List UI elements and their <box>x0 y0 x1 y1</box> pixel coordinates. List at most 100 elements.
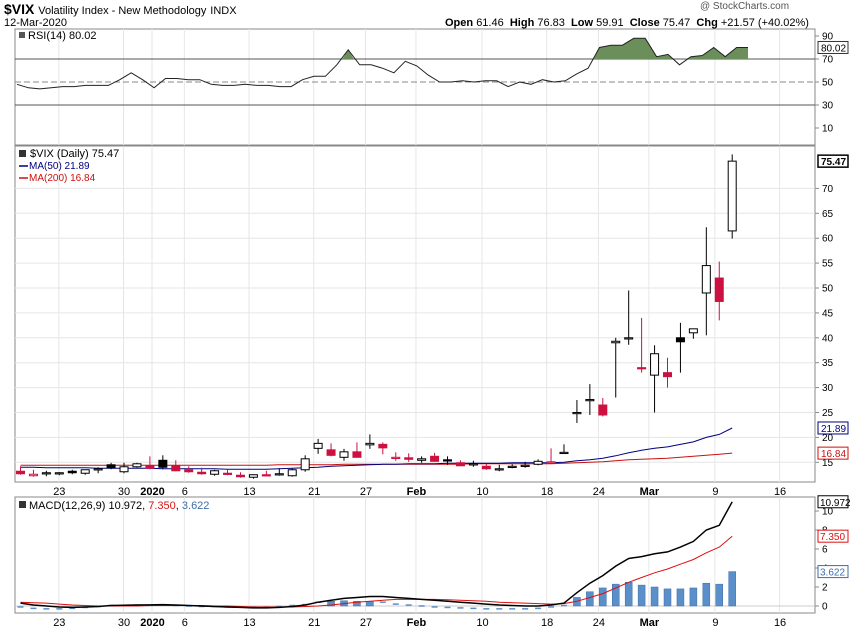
candle-body-40 <box>533 460 543 465</box>
candle-body-53 <box>701 265 711 294</box>
xaxis2-label-8: Feb <box>407 617 427 629</box>
candle-body-2 <box>41 472 51 475</box>
macd-hist-bar-55 <box>728 571 736 607</box>
candle-body-30 <box>404 457 414 460</box>
price-ytick-label-65: 65 <box>822 209 834 220</box>
symbol-name: Volatility Index - New Methodology <box>38 5 207 17</box>
rsi-ytick-label-90: 90 <box>822 32 834 43</box>
candle-body-18 <box>248 474 258 478</box>
rsi-ytick-label-30: 30 <box>822 101 834 112</box>
candle-body-55 <box>727 160 737 232</box>
candle-body-7 <box>106 464 116 469</box>
rsi-ytick-label-10: 10 <box>822 124 834 135</box>
macd-hist-bar-49 <box>650 586 659 607</box>
macd-last-box-0 <box>817 495 849 509</box>
price-x-axis: 23 30 2020 6 13 21 27 Feb 10 18 24 Mar 9 16 <box>53 486 786 498</box>
xaxis2-label-7: 27 <box>360 617 372 629</box>
xaxis1-label-1: 23 <box>53 486 65 498</box>
candle-body-15 <box>210 470 220 475</box>
xaxis1-label-8: Feb <box>407 486 427 498</box>
candle-body-5 <box>80 469 90 474</box>
ma50-last-box <box>817 421 849 435</box>
price-ytick-label-50: 50 <box>822 283 834 294</box>
candle-body-49 <box>650 353 660 376</box>
candle-body-12 <box>171 465 181 472</box>
candle-body-6 <box>93 468 103 471</box>
price-last-box <box>817 154 849 168</box>
xaxis2-label-5: 13 <box>243 617 255 629</box>
macd-hist-bar-50 <box>663 588 672 607</box>
xaxis1-label-13: 9 <box>712 486 718 498</box>
candle-body-44 <box>585 399 595 402</box>
candle-body-3 <box>54 472 64 475</box>
candle-body-0 <box>16 470 25 475</box>
macd-last-label-0: 10.972 <box>820 498 850 509</box>
candle-body-46 <box>611 340 621 344</box>
macd-hist-bar-44 <box>586 591 594 607</box>
symbol: $VIX <box>4 1 35 17</box>
candle-body-16 <box>223 472 233 475</box>
price-legend: $VIX (Daily) 75.47 <box>30 148 119 160</box>
candle-body-28 <box>378 443 388 449</box>
candle-body-20 <box>274 473 284 476</box>
xaxis1-label-2: 30 <box>118 486 130 498</box>
xaxis2-label-11: 24 <box>593 617 605 629</box>
macd-hist-bar-53 <box>702 582 711 607</box>
ma50-line <box>20 427 733 470</box>
chart-title: $VIX Volatility Index - New Methodology … <box>4 1 237 17</box>
macd-signal-line <box>20 535 733 608</box>
exchange: INDX <box>210 5 237 17</box>
candle-body-35 <box>468 463 478 466</box>
macd-ytick-label-6: 6 <box>822 545 828 556</box>
macd-legend-hist: 3.622 <box>182 500 210 512</box>
price-legend-icon <box>19 150 26 157</box>
xaxis1-label-10: 18 <box>541 486 553 498</box>
candle-body-25 <box>339 451 349 458</box>
ma200-last-box <box>817 446 849 460</box>
candle-body-39 <box>520 464 530 467</box>
macd-hist-bar-26 <box>353 601 361 607</box>
price-ytick-label-70: 70 <box>822 184 834 195</box>
candle-body-8 <box>119 466 129 473</box>
rsi-panel: 10 30 50 70 90 RSI(14) 80.02 80.02 <box>14 28 849 146</box>
macd-last-label-1: 7.350 <box>820 532 845 543</box>
xaxis1-label-7: 27 <box>360 486 372 498</box>
candle-body-14 <box>197 471 207 475</box>
macd-x-axis: 23 30 2020 6 13 21 27 Feb 10 18 24 Mar 9 16 <box>53 617 786 629</box>
candle-body-29 <box>391 456 401 460</box>
candle-body-11 <box>158 459 168 468</box>
close-value: 75.47 <box>662 17 691 29</box>
xaxis1-label-5: 13 <box>243 486 255 498</box>
low-value: 59.91 <box>596 17 624 29</box>
macd-hist-bar-54 <box>715 583 724 607</box>
rsi-legend: RSI(14) 80.02 <box>28 30 96 42</box>
candle-body-45 <box>598 404 608 416</box>
rsi-last-box <box>817 40 849 54</box>
rsi-overbought-fill <box>342 38 748 59</box>
macd-hist-bar-51 <box>676 588 685 607</box>
candle-body-21 <box>287 469 297 477</box>
xaxis2-label-14: 16 <box>774 617 786 629</box>
macd-legend-icon <box>19 501 26 508</box>
xaxis1-label-4: 6 <box>182 486 188 498</box>
xaxis1-label-14: 16 <box>774 486 786 498</box>
price-ytick-label-55: 55 <box>822 259 834 270</box>
xaxis1-label-6: 21 <box>308 486 320 498</box>
rsi-ytick-label-70: 70 <box>822 55 834 66</box>
candle-body-19 <box>261 474 271 477</box>
price-ytick-label-20: 20 <box>822 433 834 444</box>
candle-body-27 <box>365 442 375 446</box>
candle-body-9 <box>132 463 142 468</box>
candle-body-17 <box>235 474 245 478</box>
candle-body-31 <box>417 458 427 461</box>
close-label: Close <box>629 17 660 29</box>
xaxis2-label-2: 30 <box>118 617 130 629</box>
rsi-line <box>16 37 748 90</box>
macd-hist-bar-45 <box>599 587 607 607</box>
macd-ytick-label-10: 10 <box>822 507 834 518</box>
candle-body-50 <box>663 372 672 378</box>
candle-body-33 <box>443 459 453 462</box>
chart-date: 12-Mar-2020 <box>4 17 67 29</box>
